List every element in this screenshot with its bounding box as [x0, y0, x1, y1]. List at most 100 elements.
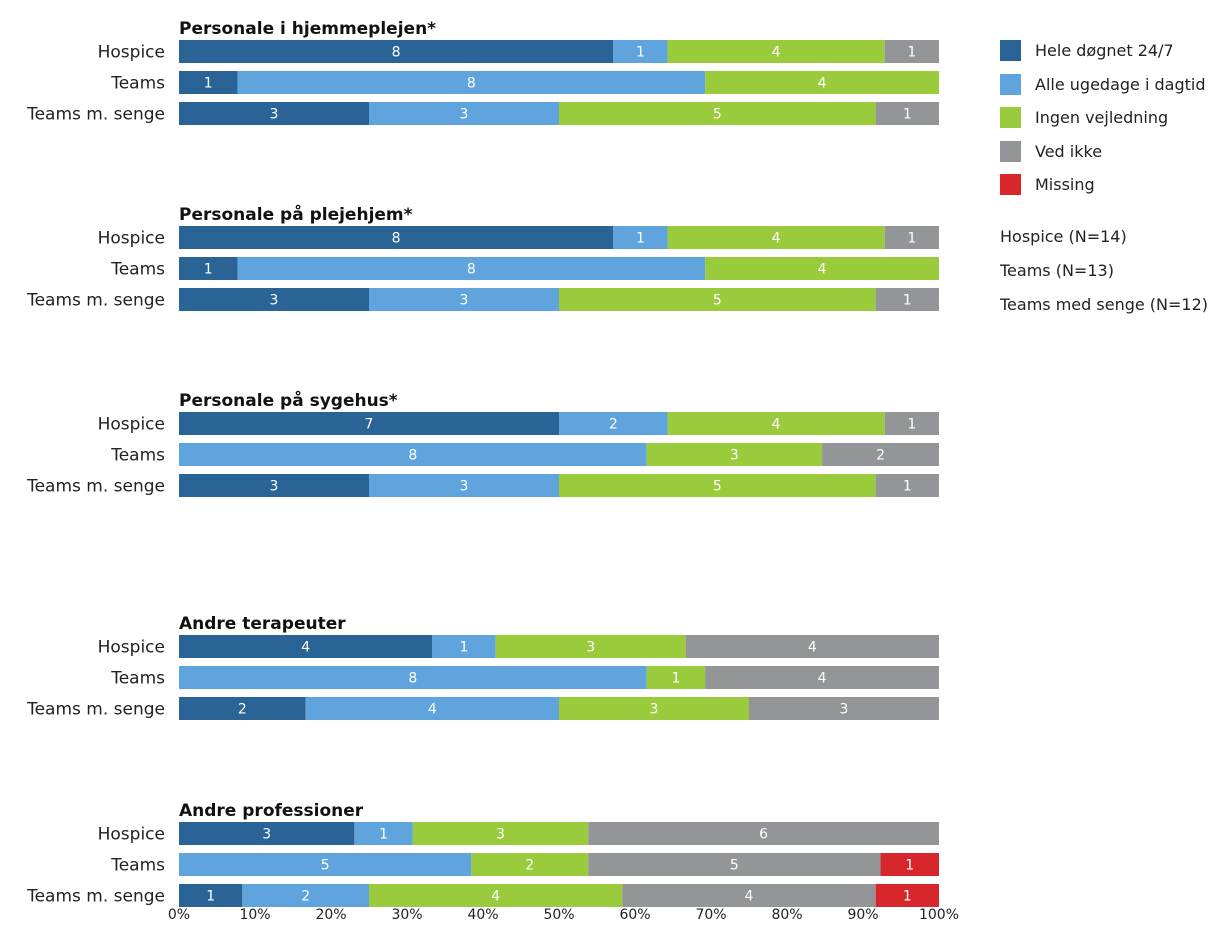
- segment-value-label: 3: [460, 107, 469, 123]
- segment-value-label: 5: [713, 479, 722, 495]
- segment-value-label: 6: [759, 827, 768, 843]
- bar-segment-alle-ugedage-i-dagtid: [179, 853, 472, 876]
- row-label-teams-m-senge: Teams m. senge: [26, 700, 165, 720]
- row-label-teams: Teams: [110, 669, 165, 689]
- legend-item-alle-ugedage: Alle ugedage i dagtid: [1000, 68, 1232, 102]
- segment-value-label: 8: [408, 671, 417, 687]
- legend-swatch-alle-ugedage: [1000, 73, 1021, 95]
- bar-segment-alle-ugedage-i-dagtid: [354, 822, 413, 845]
- segment-value-label: 3: [496, 827, 505, 843]
- segment-value-label: 3: [840, 702, 849, 718]
- row-label-hospice: Hospice: [98, 825, 165, 845]
- bar-segment-alle-ugedage-i-dagtid: [369, 474, 559, 497]
- segment-value-label: 4: [808, 640, 817, 656]
- row-label-hospice: Hospice: [98, 638, 165, 658]
- bar-segment-alle-ugedage-i-dagtid: [242, 884, 369, 907]
- bar-segment-ved-ikke: [749, 697, 939, 720]
- row-label-teams-m-senge: Teams m. senge: [26, 477, 165, 497]
- segment-value-label: 3: [460, 479, 469, 495]
- segment-value-label: 1: [206, 889, 215, 905]
- note-teams: Teams (N=13): [1000, 260, 1114, 280]
- sample-size-notes: Hospice (N=14) Teams (N=13) Teams med se…: [1000, 220, 1232, 322]
- legend-label: Ved ikke: [1035, 141, 1103, 161]
- bar-segment-ved-ikke: [875, 288, 939, 311]
- x-tick-label: 0%: [168, 907, 190, 923]
- segment-value-label: 4: [772, 231, 781, 247]
- segment-value-label: 5: [713, 293, 722, 309]
- segment-value-label: 8: [392, 45, 401, 61]
- bar-segment-ingen-vejledning: [559, 288, 876, 311]
- segment-value-label: 4: [745, 889, 754, 905]
- segment-value-label: 8: [467, 262, 476, 278]
- bar-segment-alle-ugedage-i-dagtid: [237, 71, 706, 94]
- x-tick-label: 80%: [771, 907, 802, 923]
- bar-segment-hele-dognet-24-7: [179, 474, 369, 497]
- group-title-personale-pa-sygehus: Personale på sygehus*: [179, 389, 398, 411]
- row-label-hospice: Hospice: [98, 229, 165, 249]
- bar-segment-ved-ikke: [875, 102, 939, 125]
- segment-value-label: 1: [204, 76, 213, 92]
- bar-segment-hele-dognet-24-7: [179, 884, 243, 907]
- segment-value-label: 1: [460, 640, 469, 656]
- row-label-teams-m-senge: Teams m. senge: [26, 887, 165, 907]
- segment-value-label: 1: [636, 45, 645, 61]
- bar-segment-hele-dognet-24-7: [179, 226, 614, 249]
- segment-value-label: 1: [636, 231, 645, 247]
- bar-segment-alle-ugedage-i-dagtid: [179, 666, 647, 689]
- segment-value-label: 1: [907, 231, 916, 247]
- segment-value-label: 2: [238, 702, 247, 718]
- legend-swatch-ved-ikke: [1000, 140, 1021, 162]
- row-label-teams: Teams: [110, 260, 165, 280]
- segment-value-label: 3: [586, 640, 595, 656]
- bar-segment-hele-dognet-24-7: [179, 635, 433, 658]
- bar-segment-hele-dognet-24-7: [179, 288, 369, 311]
- bar-segment-ingen-vejledning: [667, 40, 885, 63]
- row-label-teams-m-senge: Teams m. senge: [26, 105, 165, 125]
- bar-segment-hele-dognet-24-7: [179, 71, 238, 94]
- bar-segment-alle-ugedage-i-dagtid: [613, 226, 668, 249]
- segment-value-label: 3: [270, 107, 279, 123]
- bar-segment-ingen-vejledning: [369, 884, 623, 907]
- bar-segment-ved-ikke: [705, 666, 939, 689]
- x-tick-label: 50%: [543, 907, 574, 923]
- bar-segment-ved-ikke: [884, 226, 939, 249]
- legend-swatch-hele-dognet: [1000, 40, 1021, 62]
- bar-segment-alle-ugedage-i-dagtid: [369, 288, 559, 311]
- segment-value-label: 2: [876, 448, 885, 464]
- segment-value-label: 3: [270, 293, 279, 309]
- bar-segment-hele-dognet-24-7: [179, 40, 614, 63]
- segment-value-label: 4: [818, 262, 827, 278]
- bar-segment-alle-ugedage-i-dagtid: [305, 697, 559, 720]
- bar-segment-alle-ugedage-i-dagtid: [559, 412, 668, 435]
- segment-value-label: 1: [379, 827, 388, 843]
- segment-value-label: 3: [650, 702, 659, 718]
- row-label-hospice: Hospice: [98, 415, 165, 435]
- legend-label: Alle ugedage i dagtid: [1035, 74, 1206, 94]
- x-tick-label: 100%: [919, 907, 959, 923]
- bar-segment-hele-dognet-24-7: [179, 822, 355, 845]
- x-tick-label: 90%: [847, 907, 878, 923]
- segment-value-label: 4: [428, 702, 437, 718]
- segment-value-label: 4: [301, 640, 310, 656]
- bar-segment-ingen-vejledning: [412, 822, 589, 845]
- segment-value-label: 1: [903, 479, 912, 495]
- x-tick-label: 30%: [391, 907, 422, 923]
- segment-value-label: 2: [609, 417, 618, 433]
- legend-swatch-missing: [1000, 174, 1021, 196]
- note-hospice: Hospice (N=14): [1000, 226, 1127, 246]
- segment-value-label: 4: [772, 417, 781, 433]
- bar-segment-ingen-vejledning: [559, 697, 749, 720]
- legend-item-missing: Missing: [1000, 168, 1232, 202]
- segment-value-label: 1: [903, 107, 912, 123]
- segment-value-label: 1: [907, 45, 916, 61]
- segment-value-label: 3: [270, 479, 279, 495]
- segment-value-label: 1: [671, 671, 680, 687]
- segment-value-label: 1: [903, 293, 912, 309]
- bar-segment-hele-dognet-24-7: [179, 102, 369, 125]
- bar-segment-ingen-vejledning: [471, 853, 589, 876]
- bar-segment-ingen-vejledning: [495, 635, 686, 658]
- bar-segment-hele-dognet-24-7: [179, 257, 238, 280]
- bar-segment-ingen-vejledning: [559, 474, 876, 497]
- bar-segment-ved-ikke: [685, 635, 939, 658]
- row-label-teams: Teams: [110, 446, 165, 466]
